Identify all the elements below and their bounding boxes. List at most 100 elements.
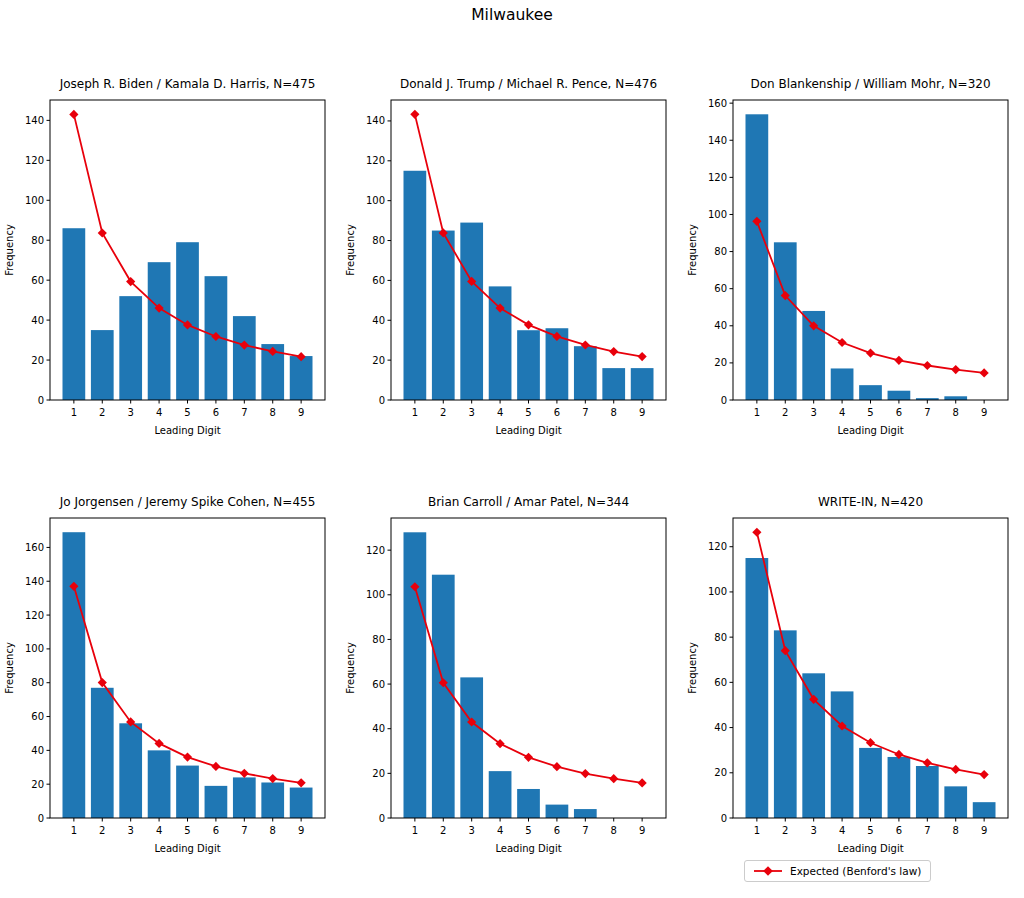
subplot-title: WRITE-IN, N=420 — [818, 495, 923, 509]
expected-marker — [837, 338, 846, 347]
bar — [574, 346, 597, 400]
expected-marker — [951, 365, 960, 374]
bar — [746, 558, 769, 818]
x-axis-label: Leading Digit — [837, 843, 903, 854]
bar — [290, 356, 313, 400]
x-tick-label: 8 — [953, 825, 959, 836]
y-tick-label: 0 — [379, 813, 385, 824]
bar — [631, 368, 654, 400]
y-tick-label: 100 — [25, 643, 44, 654]
y-tick-label: 40 — [31, 315, 44, 326]
benford-chart-svg: WRITE-IN, N=420 Leading Digit Frequency … — [683, 486, 1024, 868]
y-axis-label: Frequency — [4, 224, 15, 276]
y-tick-label: 80 — [31, 677, 44, 688]
x-tick-label: 7 — [241, 825, 247, 836]
x-tick-label: 7 — [582, 407, 588, 418]
bar — [859, 385, 882, 400]
y-tick-label: 140 — [708, 135, 727, 146]
expected-marker — [980, 770, 989, 779]
bar — [888, 757, 911, 818]
x-tick-label: 2 — [440, 407, 446, 418]
y-axis-label: Frequency — [687, 224, 698, 276]
bar — [602, 368, 625, 400]
bar — [973, 802, 996, 818]
y-axis-label: Frequency — [345, 224, 356, 276]
subplot-write-in: WRITE-IN, N=420 Leading Digit Frequency … — [683, 486, 1024, 868]
y-axis-label: Frequency — [687, 642, 698, 694]
x-tick-label: 4 — [839, 407, 845, 418]
y-tick-label: 100 — [25, 195, 44, 206]
x-tick-label: 5 — [184, 825, 190, 836]
expected-marker — [240, 769, 249, 778]
bar — [261, 782, 284, 818]
bar — [91, 688, 114, 818]
expected-marker — [752, 528, 761, 537]
x-tick-label: 7 — [241, 407, 247, 418]
y-tick-label: 140 — [25, 115, 44, 126]
subplot-title: Joseph R. Biden / Kamala D. Harris, N=47… — [59, 77, 316, 91]
y-tick-label: 100 — [366, 589, 385, 600]
x-tick-label: 8 — [270, 407, 276, 418]
expected-marker — [98, 228, 107, 237]
bar — [888, 391, 911, 400]
x-axis-label: Leading Digit — [495, 425, 561, 436]
x-tick-label: 8 — [270, 825, 276, 836]
x-tick-label: 3 — [468, 825, 474, 836]
legend-label: Expected (Benford's law) — [790, 865, 921, 877]
x-tick-label: 3 — [127, 825, 133, 836]
x-axis-label: Leading Digit — [154, 843, 220, 854]
y-tick-label: 80 — [714, 632, 727, 643]
bar — [404, 532, 427, 818]
x-tick-label: 4 — [497, 407, 503, 418]
subplot-blankenship-mohr: Don Blankenship / William Mohr, N=320 Le… — [683, 68, 1024, 450]
y-tick-label: 60 — [31, 711, 44, 722]
y-tick-label: 0 — [721, 395, 727, 406]
y-tick-label: 60 — [714, 677, 727, 688]
bar — [233, 316, 256, 400]
benford-chart-svg: Brian Carroll / Amar Patel, N=344 Leadin… — [341, 486, 682, 868]
x-tick-label: 9 — [298, 825, 304, 836]
x-tick-label: 5 — [867, 407, 873, 418]
y-tick-label: 60 — [31, 275, 44, 286]
x-axis-label: Leading Digit — [837, 425, 903, 436]
bar — [774, 242, 797, 400]
expected-marker — [951, 765, 960, 774]
x-axis-label: Leading Digit — [154, 425, 220, 436]
y-tick-label: 0 — [379, 395, 385, 406]
x-tick-label: 5 — [867, 825, 873, 836]
benford-chart-svg: Joseph R. Biden / Kamala D. Harris, N=47… — [0, 68, 341, 450]
bar — [774, 630, 797, 818]
benford-chart-svg: Donald J. Trump / Michael R. Pence, N=47… — [341, 68, 682, 450]
x-tick-label: 8 — [611, 407, 617, 418]
x-tick-label: 5 — [525, 825, 531, 836]
expected-marker — [923, 361, 932, 370]
expected-marker — [524, 753, 533, 762]
x-tick-label: 4 — [156, 407, 162, 418]
x-tick-label: 3 — [810, 407, 816, 418]
y-tick-label: 80 — [31, 235, 44, 246]
subplot-title: Don Blankenship / William Mohr, N=320 — [750, 77, 990, 91]
figure-title: Milwaukee — [0, 6, 1024, 24]
bar — [916, 766, 939, 818]
y-tick-label: 120 — [366, 155, 385, 166]
bar — [290, 788, 313, 818]
y-tick-label: 100 — [708, 586, 727, 597]
x-tick-label: 9 — [639, 825, 645, 836]
y-tick-label: 20 — [714, 767, 727, 778]
bar — [404, 171, 427, 400]
subplot-carroll-patel: Brian Carroll / Amar Patel, N=344 Leadin… — [341, 486, 682, 868]
x-tick-label: 6 — [213, 407, 219, 418]
y-tick-label: 80 — [372, 634, 385, 645]
y-tick-label: 120 — [708, 172, 727, 183]
y-tick-label: 60 — [372, 275, 385, 286]
expected-marker — [866, 348, 875, 357]
y-tick-label: 140 — [25, 576, 44, 587]
x-tick-label: 1 — [71, 407, 77, 418]
x-tick-label: 1 — [754, 407, 760, 418]
y-tick-label: 120 — [25, 155, 44, 166]
expected-marker — [638, 352, 647, 361]
y-tick-label: 20 — [31, 355, 44, 366]
y-tick-label: 40 — [372, 315, 385, 326]
bar — [489, 771, 512, 818]
bar — [944, 786, 967, 818]
